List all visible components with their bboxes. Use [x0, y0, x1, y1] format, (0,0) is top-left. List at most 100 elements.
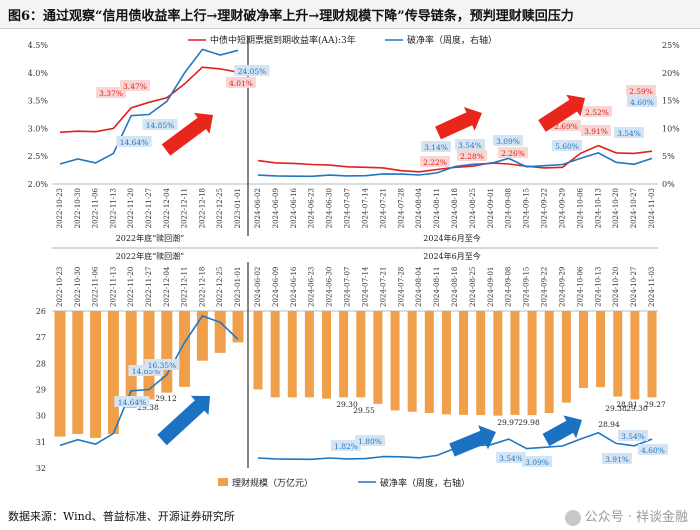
top-breakeven-line-p1 — [59, 48, 239, 165]
red-label-p2: 2.59% — [629, 87, 653, 96]
blue-arrow-3 — [542, 415, 582, 447]
blue-label-p2-bg — [627, 96, 657, 107]
scale-bar-p1 — [90, 311, 102, 438]
top-right-tick: 5% — [662, 152, 675, 161]
bottom-date-label: 2022-10-23 — [56, 267, 64, 307]
scale-bar-p2 — [253, 311, 263, 390]
top-date-label: 2022-12-11 — [181, 188, 189, 228]
red-label-p1: 4.01% — [229, 79, 253, 88]
top-date-label: 2024-09-29 — [558, 188, 566, 228]
bottom-left-tick: 30 — [36, 412, 46, 421]
top-breakeven-line-p2 — [257, 152, 653, 178]
bottom-date-label: 2024-09-01 — [487, 267, 495, 307]
chart-canvas: 2.0% 2.5% 3.0% 3.5% 4.0% 4.5% 0% 5% 10% 15% 20% 25%… — [28, 34, 681, 489]
top-date-label: 2022-10-30 — [74, 188, 82, 228]
legend-bottom-breakeven-label: 破净率（周度，右轴） — [380, 477, 470, 489]
bottom-chart: 2022-10-23 2022-10-30 2022-11-06 2022-11-13… — [36, 262, 668, 489]
blue-label-p1: 14.85% — [146, 121, 175, 130]
line-label-p2-bg — [602, 453, 632, 464]
line-label-p1: 14.85% — [132, 367, 161, 376]
top-date-label: 2022-11-27 — [145, 188, 153, 228]
bottom-date-label: 2022-12-11 — [181, 267, 189, 307]
top-right-tick: 20% — [662, 69, 680, 78]
bottom-date-label: 2024-10-06 — [576, 266, 584, 307]
watermark-text: 公众号 · 祥谈金融 — [584, 510, 688, 525]
line-label-p2: 3.54% — [499, 454, 523, 463]
red-label-p1: 3.37% — [99, 89, 123, 98]
bottom-date-label: 2024-07-28 — [397, 267, 405, 307]
scale-bar-p1 — [72, 311, 84, 434]
top-date-label: 2024-08-25 — [469, 188, 477, 228]
top-date-label: 2024-08-04 — [415, 187, 423, 228]
red-label-p1-bg — [120, 80, 150, 91]
red-label-p2: 2.52% — [585, 108, 609, 117]
red-label-p2: 2.28% — [460, 152, 484, 161]
bottom-left-tick: 26 — [36, 307, 46, 316]
scale-bar-p2 — [441, 311, 451, 415]
top-yield-line-p2 — [257, 144, 653, 173]
top-left-tick: 4.0% — [28, 69, 49, 78]
top-date-label: 2024-06-30 — [326, 188, 334, 228]
top-right-tick: 25% — [662, 41, 680, 50]
legend-bar-swatch — [218, 478, 228, 486]
red-label-p2: 3.91% — [584, 127, 608, 136]
scale-bar-p2 — [596, 311, 606, 388]
blue-label-p2: 5.60% — [555, 142, 579, 151]
bottom-date-label: 2024-09-22 — [541, 267, 549, 307]
top-date-label: 2024-06-02 — [254, 188, 262, 228]
blue-label-p1-bg — [116, 136, 152, 147]
wechat-icon — [564, 509, 581, 526]
scale-bar-p2 — [390, 311, 400, 411]
line-label-p2-bg — [355, 435, 385, 446]
scale-bar-p2 — [476, 311, 486, 416]
blue-label-p2: 3.54% — [617, 129, 641, 138]
bottom-breakeven-line-p1 — [59, 315, 239, 447]
blue-label-p2: 3.54% — [458, 141, 482, 150]
line-label-p2: 3.91% — [605, 455, 629, 464]
top-date-label: 2024-09-22 — [541, 188, 549, 228]
bottom-date-label: 2024-08-25 — [469, 267, 477, 307]
bottom-left-tick: 27 — [36, 333, 46, 342]
top-date-label: 2024-06-23 — [308, 188, 316, 228]
scale-bar-p2 — [339, 311, 349, 398]
line-label-p1: 16.35% — [148, 361, 177, 370]
bar-label-p2: 29.30 — [336, 400, 358, 409]
top-date-label: 2024-07-28 — [397, 188, 405, 228]
scale-bar-p2 — [459, 311, 469, 415]
bar-label-p2: 29.30 — [626, 404, 648, 413]
bar-label-p1: 29.38 — [137, 403, 159, 412]
top-left-tick: 3.5% — [28, 97, 49, 106]
bottom-date-label: 2022-11-27 — [145, 267, 153, 307]
blue-label-p2-bg — [552, 140, 582, 151]
date-axis-band: 2022-10-23 2022-10-30 2022-11-06 2022-11-13… — [52, 187, 658, 261]
bottom-date-label: 2024-07-21 — [379, 267, 387, 307]
bar-label-p2: 29.98 — [518, 418, 540, 427]
bottom-date-label: 2024-06-30 — [326, 267, 334, 307]
scale-bar-p1 — [54, 311, 66, 437]
blue-arrow-2 — [449, 425, 496, 457]
top-date-label: 2024-10-20 — [612, 188, 620, 228]
scale-bar-p1 — [143, 311, 155, 400]
bottom-date-label: 2024-07-14 — [361, 266, 369, 307]
blue-label-p1: 14.64% — [120, 138, 149, 147]
line-label-p2: 3.54% — [621, 432, 645, 441]
scale-bar-p2 — [493, 311, 503, 416]
scale-bar-p2 — [510, 311, 520, 415]
line-label-p2: 4.60% — [641, 446, 665, 455]
scale-bar-p2 — [630, 311, 640, 400]
red-label-p2-bg — [420, 156, 450, 167]
scale-bar-p2 — [356, 311, 366, 398]
scale-bar-p2 — [647, 311, 657, 398]
watermark: 公众号 · 祥谈金融 — [564, 506, 688, 526]
scale-bar-p1 — [196, 311, 208, 361]
bottom-date-label: 2024-09-29 — [558, 267, 566, 307]
top-date-label: 2024-09-01 — [487, 188, 495, 228]
line-label-p2-bg — [618, 430, 648, 441]
scale-bar-p1 — [125, 311, 137, 408]
bar-label-p1: 29.12 — [155, 394, 177, 403]
red-label-p2: 2.22% — [423, 158, 447, 167]
scale-bar-p2 — [613, 311, 623, 397]
top-date-label: 2024-11-03 — [648, 188, 656, 228]
red-arrow-2 — [435, 107, 482, 140]
bottom-date-label: 2024-09-08 — [505, 267, 513, 307]
